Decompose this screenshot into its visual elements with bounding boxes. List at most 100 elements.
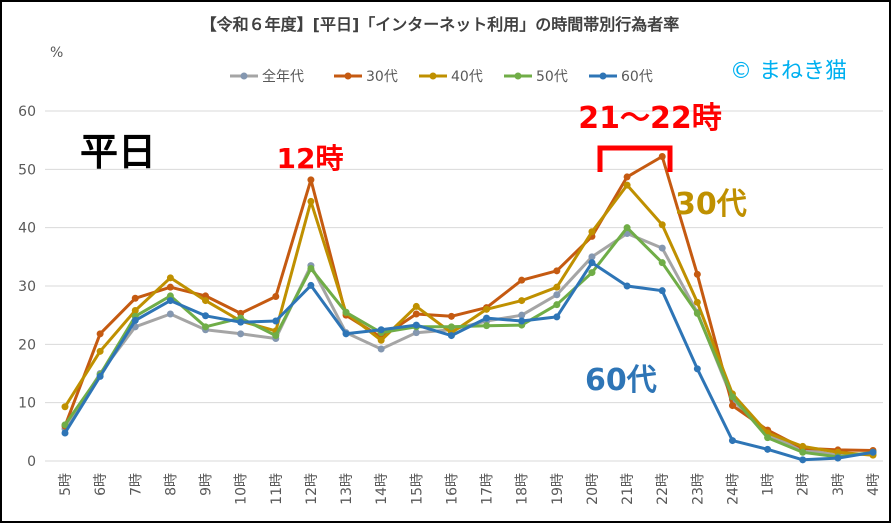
data-point (237, 330, 245, 338)
data-point (623, 282, 631, 290)
x-tick-label: 7時 (128, 473, 144, 496)
data-point (61, 403, 69, 411)
bracket-21-22 (597, 145, 673, 172)
x-tick-label: 4時 (866, 473, 882, 496)
data-point (342, 308, 350, 316)
x-tick-label: 6時 (93, 473, 109, 496)
x-tick-label: 18時 (515, 473, 531, 505)
data-point (131, 294, 139, 302)
y-tick-label: 50 (18, 162, 36, 178)
legend-marker (599, 72, 607, 80)
data-point (483, 322, 491, 330)
data-point (693, 365, 701, 373)
data-point (61, 421, 69, 429)
y-tick-label: 10 (18, 396, 36, 412)
series-line (63, 155, 874, 452)
x-tick-label: 16時 (444, 473, 460, 505)
data-point (518, 276, 526, 284)
data-point (61, 429, 69, 437)
data-point (272, 332, 280, 340)
data-point (307, 176, 315, 184)
data-point (623, 173, 631, 181)
data-point (272, 293, 280, 300)
data-point (623, 224, 631, 232)
data-point (518, 311, 526, 319)
data-point (588, 253, 596, 261)
data-point (588, 228, 596, 236)
x-tick-label: 19時 (550, 473, 566, 505)
data-point (377, 336, 385, 344)
data-point (553, 313, 561, 321)
data-point (728, 402, 736, 410)
x-tick-label: 20時 (585, 473, 601, 505)
data-point (588, 259, 596, 267)
x-tick-label: 17時 (480, 473, 496, 505)
legend-label: 50代 (536, 69, 568, 85)
annotation-21-22ji: 21～22時 (578, 101, 722, 136)
y-tick-label: 30 (18, 279, 36, 295)
data-point (342, 330, 350, 338)
data-point (412, 321, 420, 329)
x-tick-label: 8時 (163, 473, 179, 496)
data-point (307, 197, 315, 205)
x-tick-label: 23時 (690, 473, 706, 505)
data-point (272, 317, 280, 325)
data-point (834, 454, 842, 462)
data-point (658, 244, 666, 252)
legend-label: 40代 (451, 69, 483, 85)
y-axis-ticks: 0 10 20 30 40 50 60 (18, 104, 36, 470)
data-point (447, 323, 455, 331)
data-point (447, 312, 455, 320)
data-point (764, 434, 772, 442)
data-point (412, 310, 420, 318)
legend-label: 30代 (366, 69, 398, 85)
data-point (237, 318, 245, 326)
data-point (553, 301, 561, 309)
annotation-60s: 60代 (585, 363, 657, 398)
data-point (131, 316, 139, 324)
series-4 (61, 259, 877, 464)
x-tick-label: 13時 (339, 473, 355, 505)
data-point (799, 442, 807, 450)
data-point (307, 265, 315, 272)
annotation-weekday: 平日 (80, 130, 156, 174)
x-tick-label: 24時 (725, 473, 741, 505)
x-tick-label: 22時 (655, 473, 671, 505)
data-point (96, 330, 104, 338)
x-tick-label: 2時 (796, 473, 812, 496)
data-point (166, 310, 174, 318)
y-tick-label: 40 (18, 221, 36, 237)
data-point (483, 314, 491, 322)
y-axis-unit: % (50, 45, 63, 61)
data-point (447, 332, 455, 340)
series-line (63, 261, 874, 462)
data-point (799, 456, 807, 464)
data-point (623, 181, 631, 189)
data-point (377, 326, 385, 334)
data-point (799, 448, 807, 456)
x-tick-label: 3時 (831, 473, 847, 496)
data-point (166, 283, 174, 291)
data-point (483, 305, 491, 313)
data-point (202, 312, 210, 320)
legend-marker (514, 72, 522, 80)
legend-label: 全年代 (262, 68, 304, 85)
data-point (869, 448, 877, 456)
data-point (202, 323, 210, 331)
data-point (658, 221, 666, 229)
x-axis-ticks: 5時 6時 7時 8時 9時 10時 11時 12時 13時 14時 15時 16時 17時 18時 19時… (58, 473, 882, 505)
data-point (131, 307, 139, 314)
annotation-30s: 30代 (675, 187, 747, 222)
y-tick-label: 0 (27, 454, 36, 470)
data-point (96, 372, 104, 380)
x-tick-label: 14時 (374, 473, 390, 505)
annotation-12ji: 12時 (277, 142, 344, 175)
data-point (518, 317, 526, 325)
data-point (658, 153, 666, 160)
x-tick-label: 9時 (199, 473, 215, 496)
series-lines (61, 153, 877, 464)
legend-marker (429, 72, 437, 80)
data-point (412, 329, 420, 337)
